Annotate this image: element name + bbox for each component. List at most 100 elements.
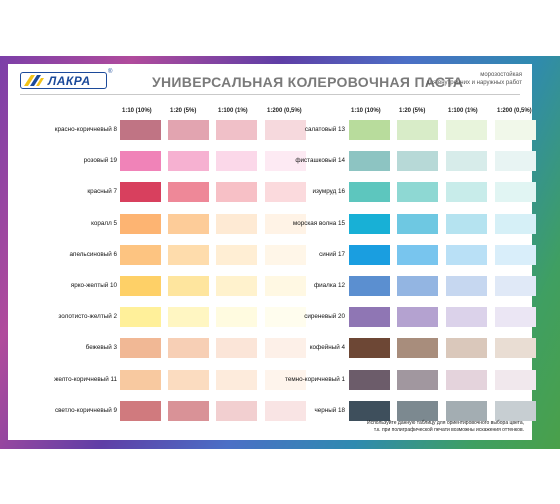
header-divider bbox=[20, 94, 520, 95]
color-swatch bbox=[397, 120, 438, 140]
row-label: ярко-желтый 10 bbox=[70, 282, 117, 289]
color-swatch bbox=[495, 400, 536, 421]
color-swatch bbox=[349, 182, 390, 203]
row-label: темно-коричневый 1 bbox=[285, 375, 345, 383]
color-swatch bbox=[349, 276, 390, 296]
color-swatch bbox=[265, 120, 306, 140]
color-swatch bbox=[495, 244, 536, 265]
page-subtitle: морозостойкая для внутренних и наружных … bbox=[412, 72, 522, 87]
color-swatch bbox=[349, 151, 390, 172]
color-swatch bbox=[168, 338, 209, 359]
color-swatch bbox=[495, 369, 536, 390]
color-swatch bbox=[446, 276, 487, 296]
color-swatch bbox=[397, 182, 438, 203]
color-swatch bbox=[168, 307, 209, 328]
color-swatch bbox=[397, 307, 438, 328]
color-swatch bbox=[349, 338, 390, 359]
color-swatch bbox=[120, 369, 161, 390]
color-swatch bbox=[446, 244, 487, 265]
color-swatch bbox=[168, 276, 209, 296]
color-swatch bbox=[168, 244, 209, 265]
row-label: апельсиновый 6 bbox=[69, 250, 117, 258]
color-swatch bbox=[265, 244, 306, 265]
color-swatch bbox=[168, 182, 209, 203]
color-swatch bbox=[120, 120, 161, 140]
color-swatch bbox=[397, 151, 438, 172]
color-swatch bbox=[216, 244, 257, 265]
color-swatch bbox=[495, 338, 536, 359]
column-header: 1:10 (10%) bbox=[122, 108, 152, 114]
color-swatch bbox=[446, 338, 487, 359]
color-swatch bbox=[446, 400, 487, 421]
color-swatch bbox=[397, 369, 438, 390]
color-swatch bbox=[397, 213, 438, 234]
color-swatch bbox=[349, 213, 390, 234]
color-swatch bbox=[349, 244, 390, 265]
row-label: сиреневый 20 bbox=[304, 313, 345, 321]
color-swatch bbox=[216, 213, 257, 234]
color-swatch bbox=[216, 307, 257, 328]
color-swatch bbox=[349, 400, 390, 421]
row-label: фисташковый 14 bbox=[295, 157, 345, 165]
color-swatch bbox=[168, 400, 209, 421]
color-swatch bbox=[397, 400, 438, 421]
subtitle-line-2: для внутренних и наружных работ bbox=[426, 79, 522, 86]
registered-mark: ® bbox=[108, 69, 113, 75]
color-swatch bbox=[120, 338, 161, 359]
row-label: синий 17 bbox=[319, 250, 345, 258]
color-swatch bbox=[120, 151, 161, 172]
row-label: красно-коричневый 8 bbox=[54, 126, 117, 133]
row-label: коралл 5 bbox=[91, 219, 117, 227]
color-swatch bbox=[397, 244, 438, 265]
color-swatch bbox=[120, 213, 161, 234]
color-swatch bbox=[495, 120, 536, 140]
color-swatch bbox=[265, 400, 306, 421]
color-swatch bbox=[446, 369, 487, 390]
color-swatch bbox=[446, 182, 487, 203]
row-label: бежевый 3 bbox=[85, 344, 117, 352]
color-swatch bbox=[446, 213, 487, 234]
color-swatch bbox=[265, 276, 306, 296]
lakra-logo: ЛАКРА bbox=[20, 72, 107, 89]
color-swatch bbox=[216, 276, 257, 296]
color-swatch bbox=[265, 213, 306, 234]
color-swatch bbox=[168, 151, 209, 172]
color-swatch bbox=[349, 369, 390, 390]
color-swatch bbox=[216, 151, 257, 172]
column-header: 1:200 (0,5%) bbox=[497, 108, 532, 114]
disclaimer-note: Используйте данную таблицу для ориентиро… bbox=[324, 420, 524, 433]
column-header: 1:20 (5%) bbox=[170, 108, 197, 114]
color-swatch bbox=[265, 369, 306, 390]
row-label: розовый 19 bbox=[83, 157, 117, 165]
column-header: 1:20 (5%) bbox=[399, 108, 426, 114]
row-label: салатовый 13 bbox=[304, 126, 345, 133]
row-label: черный 18 bbox=[314, 406, 345, 414]
note-line-1: Используйте данную таблицу для ориентиро… bbox=[366, 420, 524, 426]
row-label: красный 7 bbox=[87, 188, 117, 196]
color-swatch bbox=[495, 182, 536, 203]
color-swatch bbox=[446, 151, 487, 172]
color-swatch bbox=[495, 151, 536, 172]
color-swatch bbox=[216, 182, 257, 203]
color-swatch bbox=[168, 213, 209, 234]
color-swatch bbox=[265, 151, 306, 172]
color-swatch bbox=[168, 369, 209, 390]
column-header: 1:100 (1%) bbox=[448, 108, 478, 114]
row-label: светло-коричневый 9 bbox=[54, 406, 117, 414]
color-swatch bbox=[120, 244, 161, 265]
color-swatch bbox=[216, 338, 257, 359]
color-swatch bbox=[349, 120, 390, 140]
row-label: фиалка 12 bbox=[313, 282, 345, 289]
color-swatch bbox=[397, 338, 438, 359]
color-swatch bbox=[120, 307, 161, 328]
row-label: золотисто-желтый 2 bbox=[58, 313, 117, 321]
logo-text: ЛАКРА bbox=[48, 73, 91, 88]
row-label: изумруд 16 bbox=[312, 188, 345, 196]
column-header: 1:10 (10%) bbox=[351, 108, 381, 114]
color-swatch bbox=[349, 307, 390, 328]
column-header: 1:200 (0,5%) bbox=[267, 108, 302, 114]
color-swatch bbox=[216, 120, 257, 140]
color-swatch bbox=[216, 369, 257, 390]
page-title: УНИВЕРСАЛЬНАЯ КОЛЕРОВОЧНАЯ ПАСТА bbox=[152, 74, 464, 90]
note-line-2: т.к. при полиграфической печати возможны… bbox=[373, 426, 524, 433]
